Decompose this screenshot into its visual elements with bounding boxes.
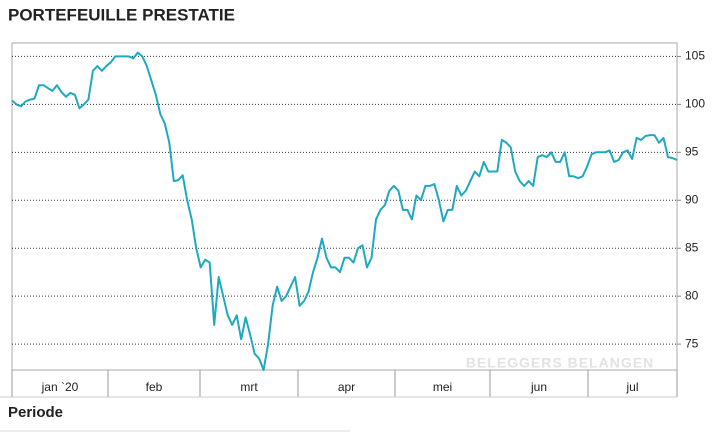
x-tick-label: mei (433, 380, 452, 394)
y-tick-label: 80 (685, 288, 699, 302)
y-tick-label: 90 (685, 192, 699, 206)
x-tick-label: mrt (240, 380, 258, 394)
x-tick-label: feb (146, 380, 163, 394)
y-tick-label: 100 (685, 97, 705, 111)
chart-title: PORTEFEUILLE PRESTATIE (8, 5, 235, 24)
x-tick-label: jun (530, 380, 547, 394)
y-tick-label: 85 (685, 240, 699, 254)
y-tick-label: 95 (685, 144, 699, 158)
line-series (11, 51, 678, 371)
watermark: BELEGGERS BELANGEN (466, 355, 654, 371)
x-tick-label: jul (625, 380, 638, 394)
plot-frame (11, 42, 678, 371)
footer-label: Periode (8, 404, 63, 421)
y-tick-label: 105 (685, 49, 705, 63)
y-tick-label: 75 (685, 336, 699, 350)
x-tick-label: apr (338, 380, 355, 394)
x-tick-label: jan `20 (41, 380, 79, 394)
